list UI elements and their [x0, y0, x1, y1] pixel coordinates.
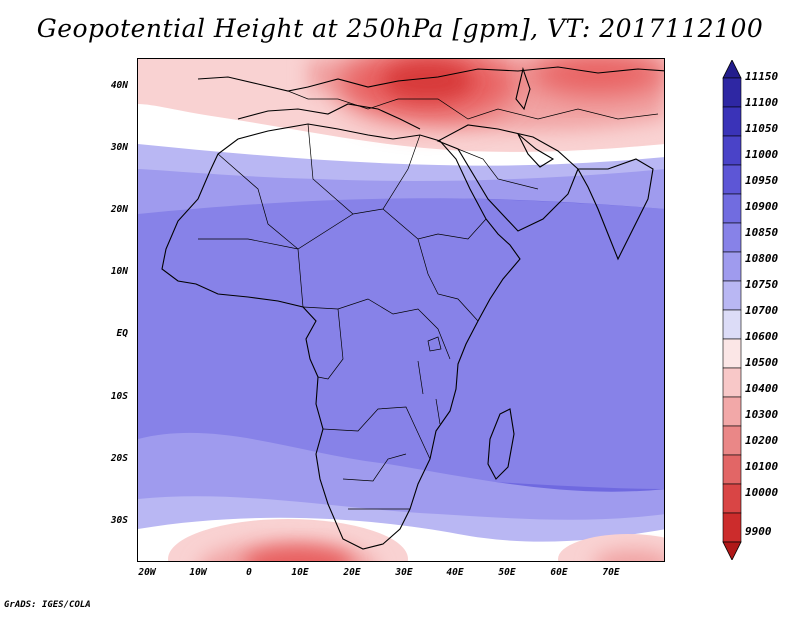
border-middle-east: [457, 148, 539, 190]
lat-label-30n: 30N: [110, 142, 128, 153]
colorbar-label-11050: 11050: [745, 122, 779, 135]
colorbar-label-10600: 10600: [745, 330, 779, 343]
india-coastline: [577, 158, 654, 261]
colorbar-segment: [722, 164, 742, 195]
border-south-1: [322, 406, 431, 460]
europe-coastline: [197, 66, 664, 92]
border-europe: [287, 90, 659, 120]
field-light-blue-north: [138, 154, 664, 214]
caspian-coastline: [515, 67, 531, 111]
lon-label-10e: 10E: [291, 567, 309, 578]
colorbar-segment: [722, 309, 742, 340]
lon-label-20e: 20E: [343, 567, 361, 578]
lat-label-10s: 10S: [110, 391, 128, 402]
field-red-northeast: [528, 59, 664, 96]
colorbar-label-10500: 10500: [745, 356, 779, 369]
colorbar-segment: [722, 367, 742, 398]
colorbar-segment: [722, 135, 742, 166]
border-sahel: [198, 213, 354, 250]
coastlines: [161, 66, 664, 550]
lon-label-30e: 30E: [395, 567, 413, 578]
arabia-coastline: [436, 124, 579, 232]
colorbar-label-10300: 10300: [745, 408, 779, 421]
colorbar-label-10900: 10900: [745, 200, 779, 213]
colorbar-bottom-arrow: [722, 541, 742, 560]
border-sahara-1: [217, 153, 304, 308]
colorbar-label-10800: 10800: [745, 252, 779, 265]
lon-label-50e: 50E: [498, 567, 516, 578]
madagascar-coastline: [487, 408, 515, 480]
colorbar-label-10200: 10200: [745, 434, 779, 447]
lake-tanganyika: [417, 360, 424, 395]
border-central-2: [317, 308, 344, 380]
colorbar-label-10850: 10850: [745, 226, 779, 239]
colorbar-label-11000: 11000: [745, 148, 779, 161]
colorbar-segment: [722, 425, 742, 456]
colorbar-segment: [722, 454, 742, 485]
colorbar-label-9900: 9900: [745, 525, 772, 538]
colorbar-label-10700: 10700: [745, 304, 779, 317]
lon-label-70e: 70E: [602, 567, 620, 578]
lat-label-30s: 30S: [110, 515, 128, 526]
field-blue-band: [138, 197, 664, 499]
lon-label-60e: 60E: [550, 567, 568, 578]
colorbar-label-11150: 11150: [745, 70, 779, 83]
colorbar-segment: [722, 193, 742, 224]
colorbar: [722, 60, 742, 560]
border-sahara-2: [307, 123, 421, 215]
border-south-2: [342, 453, 407, 482]
colorbar-label-10100: 10100: [745, 460, 779, 473]
colorbar-segment: [722, 222, 742, 253]
lake-malawi: [435, 398, 441, 425]
country-borders: [198, 90, 659, 510]
colorbar-label-10750: 10750: [745, 278, 779, 291]
colorbar-label-11100: 11100: [745, 96, 779, 109]
lon-label-40e: 40E: [446, 567, 464, 578]
colorbar-segment: [722, 483, 742, 514]
border-nile: [382, 208, 487, 240]
persian-gulf-coastline: [517, 133, 555, 168]
colorbar-segment: [722, 106, 742, 137]
lon-label-0: 0: [246, 567, 252, 578]
chart-title: Geopotential Height at 250hPa [gpm], VT:…: [36, 14, 764, 43]
border-east: [417, 238, 479, 322]
lat-label-10n: 10N: [110, 266, 128, 277]
lat-label-40n: 40N: [110, 80, 128, 91]
colorbar-segment: [722, 396, 742, 427]
map-svg: [138, 59, 664, 561]
grads-credit: GrADS: IGES/COLA: [4, 600, 91, 610]
lat-label-eq: EQ: [116, 328, 128, 339]
colorbar-label-10000: 10000: [745, 486, 779, 499]
colorbar-top-arrow: [722, 60, 742, 79]
lon-label-20w: 20W: [138, 567, 156, 578]
lat-label-20s: 20S: [110, 453, 128, 464]
field-mid-blue: [138, 197, 664, 499]
field-salmon-south-right: [593, 549, 664, 561]
colorbar-segment: [722, 280, 742, 311]
colorbar-label-10400: 10400: [745, 382, 779, 395]
lon-label-10w: 10W: [189, 567, 207, 578]
field-deep-red-core: [383, 61, 473, 101]
field-red-south: [243, 546, 353, 561]
colorbar-segment: [722, 338, 742, 369]
field-deep-red-north: [383, 61, 473, 101]
colorbar-label-10950: 10950: [745, 174, 779, 187]
map-plot-area: [137, 58, 665, 562]
lat-label-20n: 20N: [110, 204, 128, 215]
colorbar-segment: [722, 251, 742, 282]
africa-coastline: [161, 123, 521, 550]
mediterranean-coastline: [237, 103, 421, 130]
lake-victoria: [427, 336, 442, 352]
colorbar-segment: [722, 77, 742, 108]
colorbar-segment: [722, 512, 742, 543]
